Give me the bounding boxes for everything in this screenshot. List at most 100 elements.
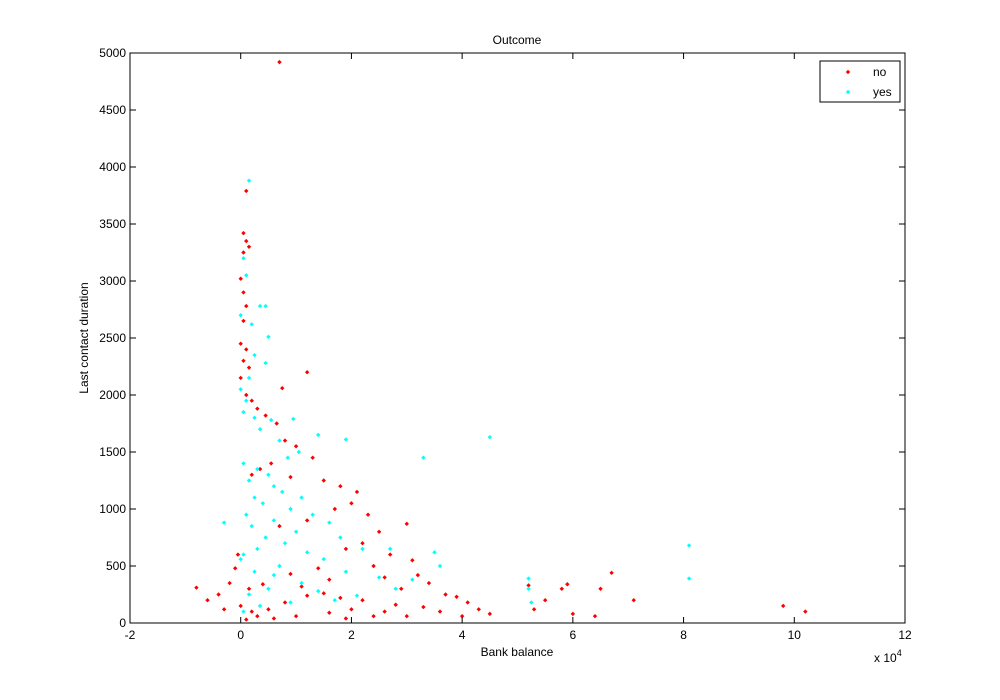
- point-no: [321, 591, 326, 596]
- point-no: [487, 611, 493, 617]
- y-tick-label: 3500: [99, 217, 126, 231]
- point-no: [257, 466, 263, 472]
- legend-label-no: no: [873, 65, 887, 79]
- point-yes: [268, 417, 274, 423]
- point-yes: [257, 603, 263, 609]
- point-yes: [263, 535, 268, 540]
- point-yes: [260, 501, 266, 506]
- y-tick-label: 2500: [99, 331, 126, 345]
- point-no: [246, 244, 252, 249]
- point-no: [399, 586, 404, 591]
- point-yes: [221, 520, 227, 525]
- point-no: [194, 585, 199, 590]
- points-layer: [194, 59, 808, 622]
- point-no: [260, 582, 266, 587]
- point-yes: [252, 569, 257, 574]
- y-tick-label: 1000: [99, 502, 126, 516]
- point-no: [246, 586, 252, 591]
- point-no: [249, 398, 254, 403]
- point-no: [565, 582, 570, 587]
- y-tick-label: 1500: [99, 445, 126, 459]
- point-no: [293, 444, 299, 449]
- point-no: [304, 370, 310, 375]
- point-no: [371, 563, 376, 569]
- point-no: [592, 613, 598, 619]
- point-no: [299, 584, 304, 589]
- point-yes: [487, 434, 493, 440]
- point-no: [454, 594, 459, 599]
- y-tick-label: 2000: [99, 388, 126, 402]
- point-no: [238, 375, 243, 381]
- point-no: [360, 598, 365, 603]
- point-no: [227, 580, 232, 586]
- point-no: [609, 570, 614, 576]
- point-yes: [263, 360, 268, 366]
- point-yes: [238, 387, 243, 392]
- point-yes: [277, 563, 282, 569]
- point-yes: [246, 478, 252, 483]
- point-no: [382, 609, 387, 614]
- point-yes: [249, 322, 254, 327]
- point-yes: [304, 550, 310, 555]
- point-yes: [526, 576, 531, 581]
- point-no: [282, 438, 288, 443]
- point-no: [244, 188, 249, 194]
- point-no: [443, 592, 448, 597]
- x-multiplier-base: x 10: [874, 651, 897, 665]
- point-yes: [437, 563, 443, 569]
- point-no: [404, 613, 409, 619]
- point-no: [205, 598, 210, 603]
- y-tick-label: 5000: [99, 46, 126, 60]
- point-no: [244, 303, 249, 309]
- point-yes: [421, 455, 426, 460]
- point-yes: [299, 495, 304, 500]
- point-no: [415, 572, 421, 578]
- point-no: [263, 413, 268, 418]
- point-no: [338, 484, 343, 489]
- point-no: [271, 616, 277, 621]
- point-no: [421, 604, 426, 610]
- point-no: [277, 59, 282, 65]
- point-yes: [266, 586, 271, 591]
- point-no: [321, 478, 326, 483]
- point-yes: [529, 600, 534, 605]
- point-yes: [327, 520, 332, 525]
- point-yes: [299, 580, 304, 586]
- x-tick-label: 12: [898, 628, 912, 642]
- point-no: [338, 595, 343, 601]
- point-no: [476, 607, 481, 612]
- legend-marker-no: [845, 69, 851, 75]
- point-no: [244, 347, 249, 352]
- y-tick-label: 3000: [99, 274, 126, 288]
- point-no: [410, 558, 415, 563]
- point-no: [365, 512, 371, 517]
- point-no: [542, 598, 548, 603]
- point-no: [349, 501, 354, 506]
- point-no: [310, 455, 315, 460]
- point-no: [244, 617, 249, 622]
- point-no: [288, 474, 293, 480]
- point-no: [280, 385, 285, 391]
- point-no: [288, 571, 293, 577]
- x-tick-label: 6: [570, 628, 577, 642]
- point-no: [426, 580, 432, 586]
- point-no: [631, 598, 636, 603]
- legend: no yes: [819, 60, 901, 103]
- point-no: [465, 600, 470, 605]
- point-no: [235, 552, 241, 557]
- point-no: [238, 603, 243, 609]
- chart-title: Outcome: [493, 33, 542, 47]
- point-no: [255, 406, 260, 411]
- point-no: [249, 472, 254, 477]
- point-no: [282, 600, 288, 605]
- point-yes: [266, 334, 271, 340]
- point-yes: [271, 484, 277, 489]
- point-yes: [241, 409, 246, 415]
- point-no: [354, 489, 360, 495]
- legend-box: [819, 60, 901, 103]
- point-no: [304, 593, 310, 598]
- point-yes: [280, 489, 285, 495]
- point-no: [437, 609, 443, 614]
